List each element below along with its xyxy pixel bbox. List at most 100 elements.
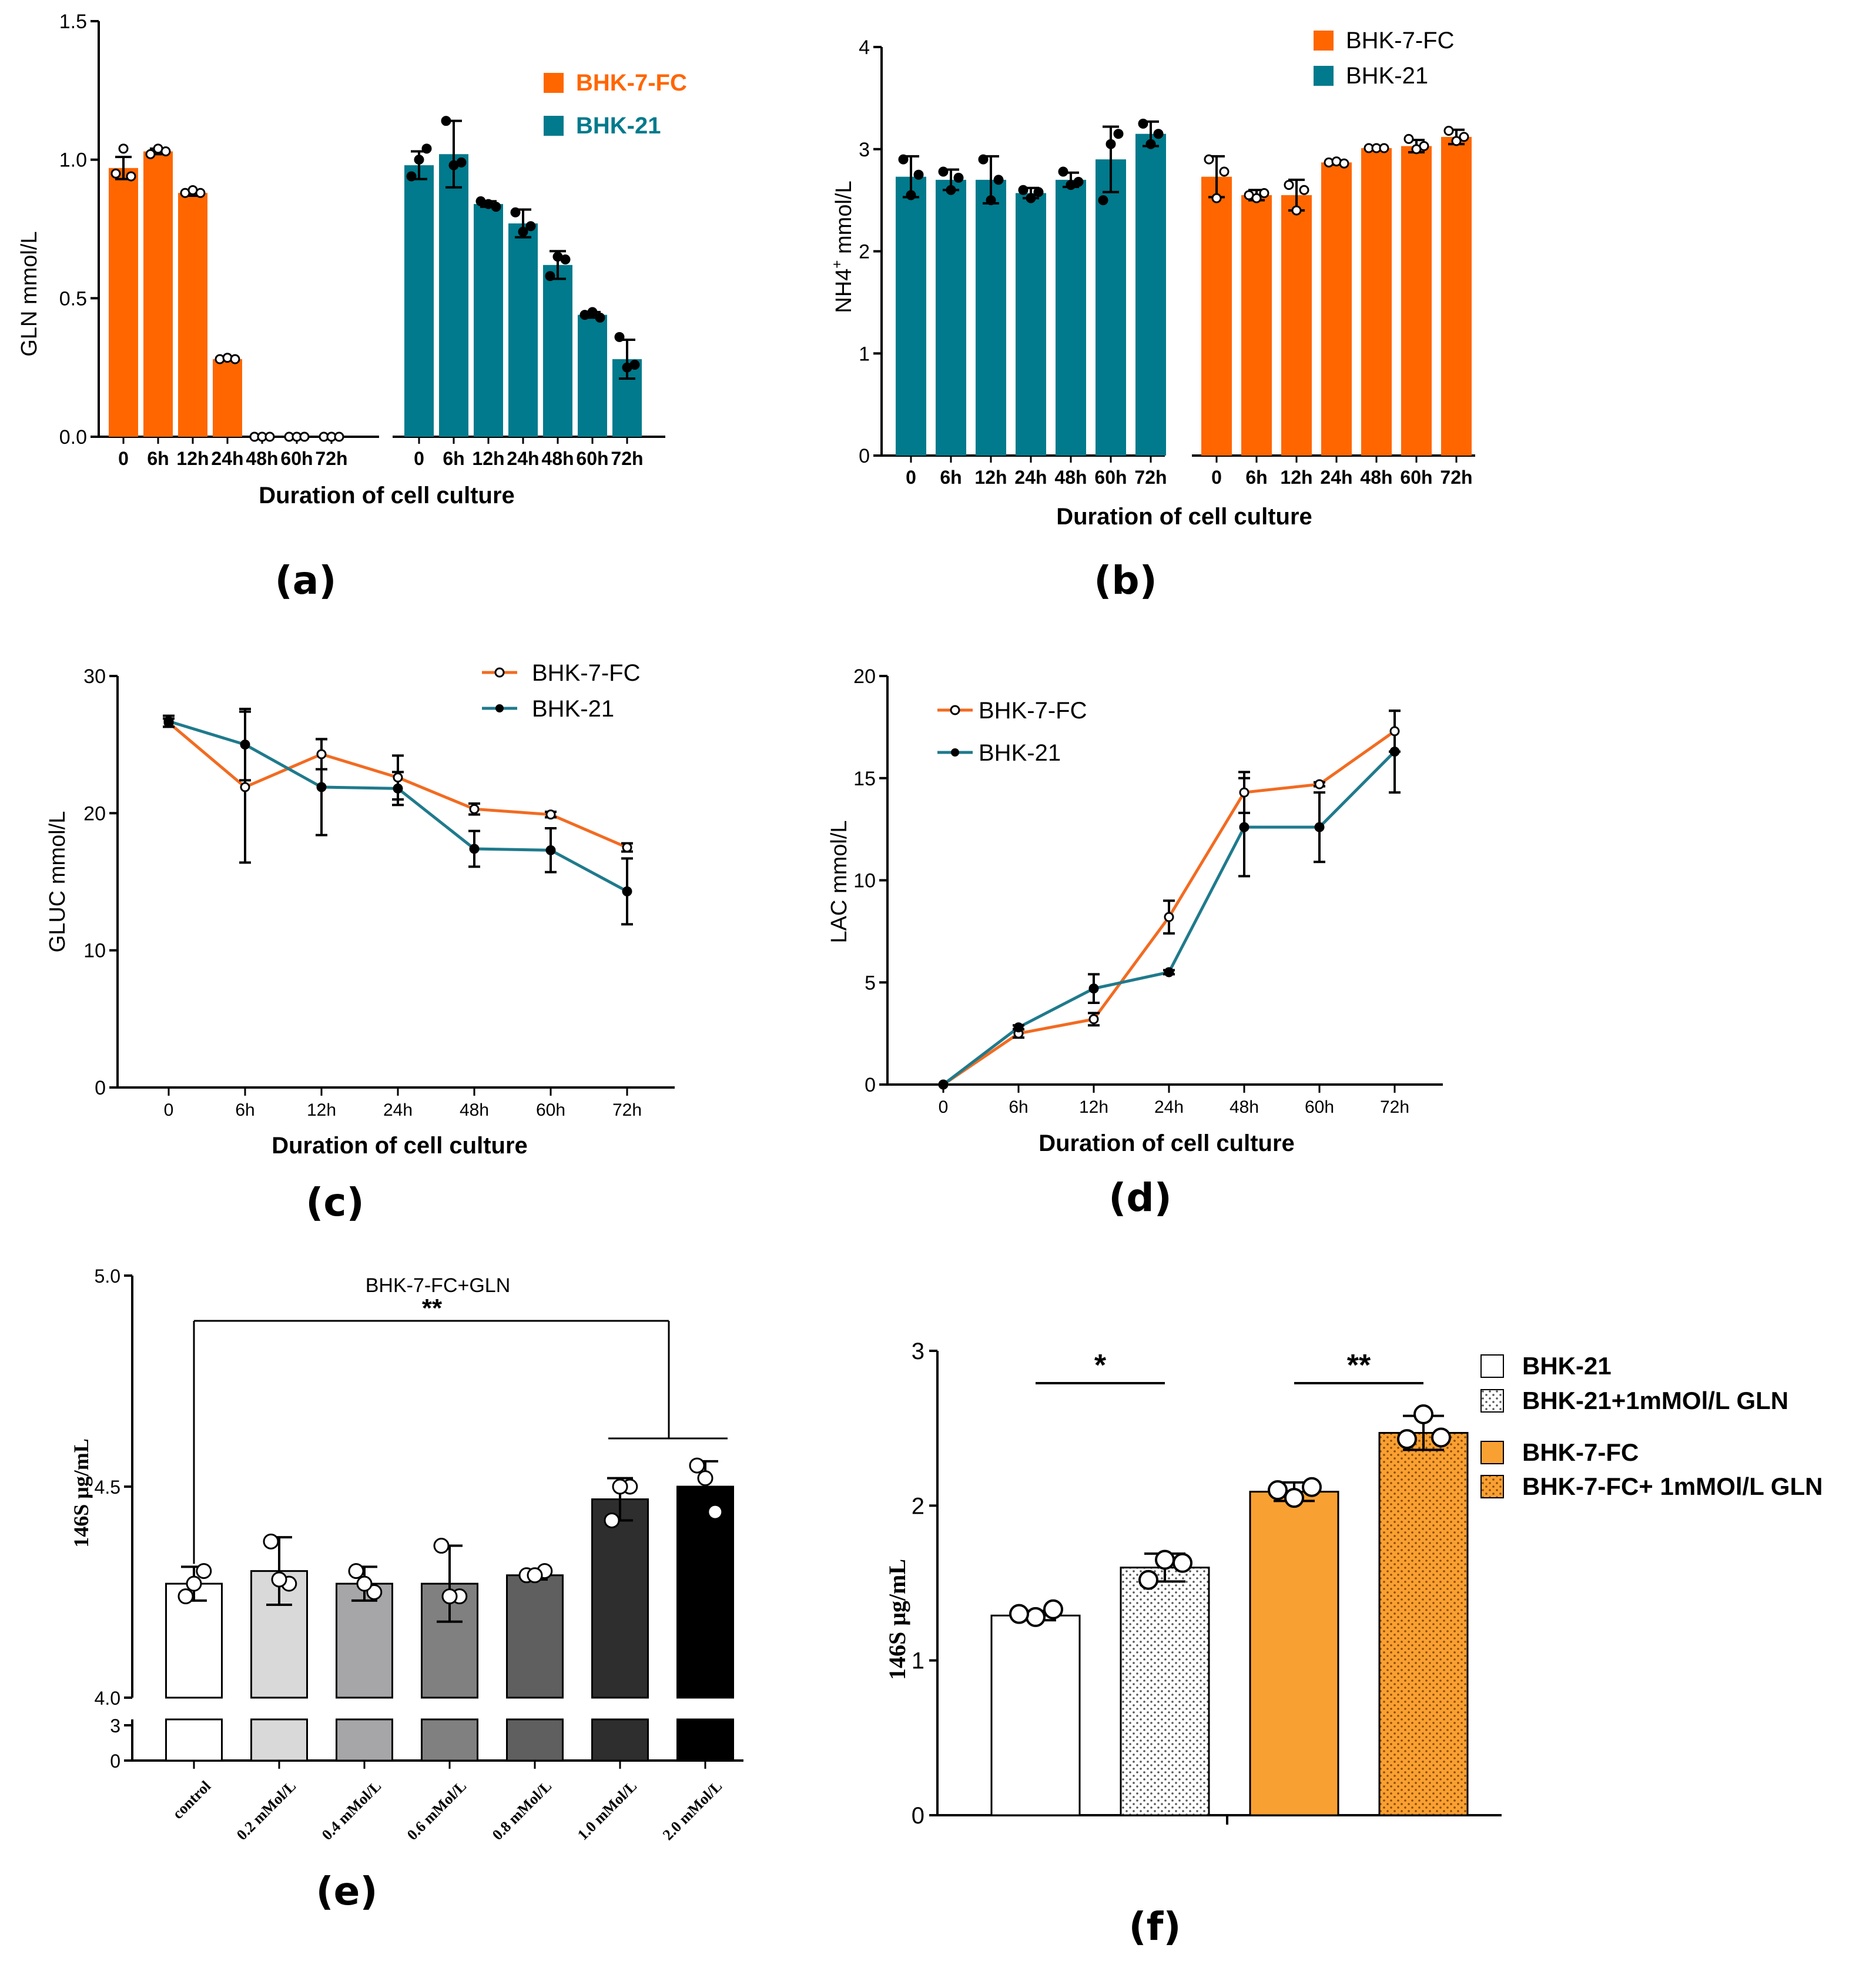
x-tick-label: 60h	[1400, 467, 1432, 488]
data-point	[938, 166, 949, 177]
data-point	[406, 171, 417, 182]
legend-label-bhk21: BHK-21	[576, 113, 661, 139]
x-tick-label: 72h	[1134, 467, 1167, 488]
data-point	[1284, 180, 1294, 190]
data-point	[177, 1588, 194, 1605]
data-point	[196, 1563, 212, 1579]
bar	[439, 154, 468, 437]
bar	[1241, 195, 1272, 456]
y-tick-label: 15	[853, 768, 876, 790]
data-point	[1013, 1022, 1024, 1033]
bar-lower-segment	[165, 1718, 223, 1762]
y-tick-label: 3	[110, 1715, 120, 1736]
panel-f-legend: BHK-21 BHK-21+1mMOl/L GLN BHK-7-FC BHK-7…	[1480, 1352, 1823, 1500]
data-point	[622, 842, 632, 853]
data-point	[1138, 118, 1148, 129]
y-tick-label: 0	[912, 1803, 924, 1829]
data-point	[986, 195, 996, 206]
panel-d-lac-line-chart: LAC mmol/L Duration of cell culture (d) …	[827, 665, 1443, 1220]
data-point	[707, 1504, 723, 1520]
legend-marker-bhk7fc	[950, 705, 960, 715]
data-point	[1239, 787, 1249, 798]
data-point	[145, 149, 156, 159]
panel-b-xlabel: Duration of cell culture	[1056, 504, 1312, 530]
sig-label: **	[422, 1294, 443, 1323]
sig-label: **	[1347, 1348, 1371, 1383]
y-tick-label: 30	[83, 665, 106, 688]
y-tick-label: 0	[110, 1751, 120, 1772]
legend-swatch-bhk21	[1480, 1354, 1504, 1378]
data-point	[1088, 983, 1099, 994]
data-point	[1284, 1488, 1304, 1508]
data-point	[441, 1588, 458, 1605]
x-tick-label: 24h	[507, 448, 539, 469]
bar-lower-segment	[421, 1718, 478, 1762]
data-point	[1073, 176, 1084, 187]
data-point	[469, 844, 480, 854]
y-tick-label: 10	[853, 870, 876, 892]
data-point	[1033, 187, 1044, 198]
data-point	[1058, 166, 1068, 177]
legend-label-bhk7fc: BHK-7-FC	[1346, 28, 1454, 53]
data-point	[1389, 747, 1400, 757]
x-tick-label: 1.0 mMol/L	[574, 1778, 640, 1843]
bar	[178, 193, 207, 437]
x-tick-label: 6h	[940, 467, 962, 488]
x-tick-label: 48h	[246, 448, 278, 469]
data-point	[163, 716, 174, 727]
x-tick-label: 0	[414, 448, 424, 469]
bar	[976, 179, 1006, 456]
bar	[990, 1614, 1081, 1816]
data-point	[913, 169, 924, 180]
legend-marker-bhk21	[495, 704, 504, 712]
data-point	[1164, 967, 1174, 978]
x-tick-label: 0.6 mMol/L	[404, 1778, 470, 1843]
data-point	[1043, 1599, 1063, 1619]
legend-marker-bhk7fc	[494, 667, 505, 678]
x-tick-label: 24h	[1320, 467, 1352, 488]
data-point	[348, 1563, 364, 1579]
data-point	[689, 1457, 705, 1474]
data-point	[316, 782, 327, 792]
data-point	[334, 431, 344, 442]
data-point	[1026, 1607, 1046, 1627]
panel-a-xlabel: Duration of cell culture	[259, 483, 515, 508]
y-tick-label: 4	[859, 36, 870, 59]
y-tick-label: 0	[859, 445, 870, 467]
y-tick-label: 1.5	[59, 11, 87, 33]
y-tick-label: 5	[865, 972, 876, 994]
bar	[1378, 1432, 1469, 1816]
data-point	[1026, 193, 1036, 203]
legend-swatch-bhk7fc	[544, 73, 564, 93]
panel-a-label: (a)	[275, 558, 337, 603]
sig-label: *	[1094, 1348, 1107, 1383]
panel-a-legend: BHK-7-FC BHK-21	[544, 70, 687, 139]
x-tick-label: 12h	[1079, 1097, 1108, 1117]
data-point	[264, 431, 275, 442]
x-tick-label: 0	[118, 448, 129, 469]
y-tick-label: 4.0	[95, 1688, 120, 1709]
data-point	[906, 190, 916, 200]
panel-a-ylabel: GLN mmol/L	[17, 231, 42, 356]
x-tick-label: 12h	[1280, 467, 1312, 488]
x-tick-label: 0.2 mMol/L	[233, 1778, 299, 1843]
legend-label-bhk21: BHK-21	[532, 696, 614, 722]
x-tick-label: 6h	[235, 1100, 254, 1120]
x-tick-label: 6h	[1245, 467, 1267, 488]
x-tick-label: 24h	[1154, 1097, 1184, 1117]
y-tick-label: 2	[859, 241, 870, 263]
bar	[506, 1574, 564, 1699]
x-tick-label: 60h	[1094, 467, 1127, 488]
x-tick-label: 60h	[280, 448, 313, 469]
x-tick-label: 0	[164, 1100, 174, 1120]
panel-e-label: (e)	[316, 1869, 377, 1914]
data-point	[110, 168, 121, 179]
data-point	[612, 1478, 628, 1495]
data-point	[525, 221, 536, 232]
data-point	[421, 143, 432, 154]
x-tick-label: 12h	[307, 1100, 336, 1120]
bar	[1321, 162, 1352, 456]
data-point	[491, 202, 501, 212]
data-point	[604, 1512, 620, 1528]
x-tick-label: 2.0 mMol/L	[659, 1778, 725, 1843]
